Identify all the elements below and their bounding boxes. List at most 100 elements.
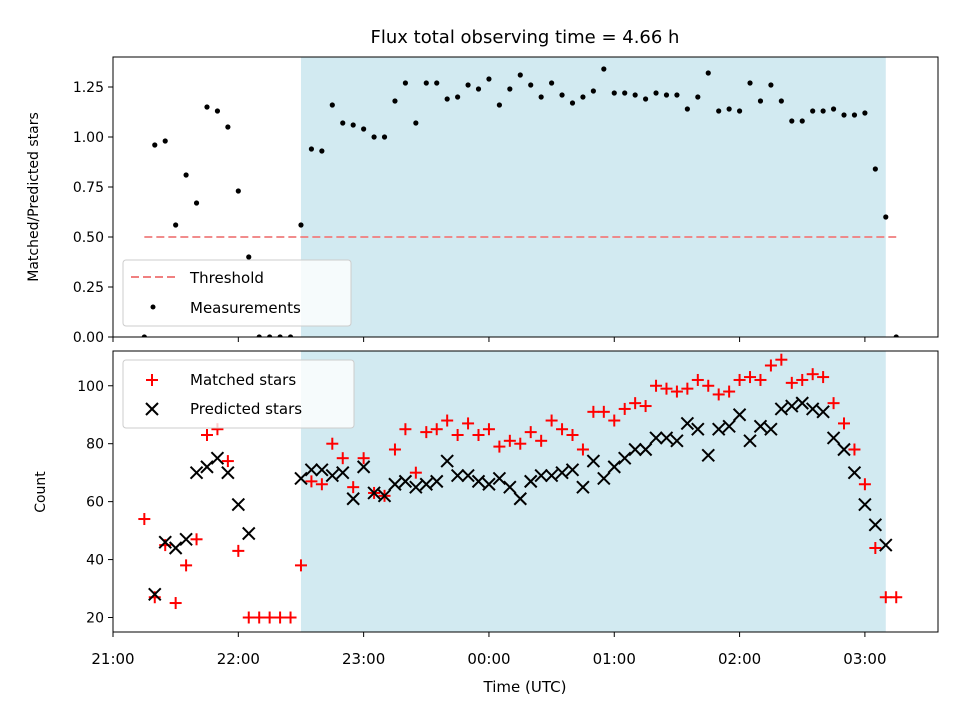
matched-star-point xyxy=(388,443,401,456)
predicted-star-point xyxy=(524,474,538,489)
predicted-star-point xyxy=(774,402,789,416)
measurement-point xyxy=(862,110,868,116)
y-tick-label: 60 xyxy=(86,495,104,511)
measurement-point xyxy=(434,80,440,86)
matched-star-point xyxy=(691,373,704,386)
top-plot-area xyxy=(141,66,899,337)
predicted-star-point xyxy=(638,442,653,457)
top-x-axis xyxy=(112,337,866,342)
top-legend: Threshold Measurements xyxy=(122,259,352,327)
matched-star-point xyxy=(535,434,548,447)
matched-star-point xyxy=(670,385,683,398)
predicted-star-point xyxy=(148,587,162,602)
predicted-star-point xyxy=(785,399,799,413)
matched-star-point xyxy=(556,423,569,436)
top-panel: Flux total observing time = 4.66 h 0.000… xyxy=(26,27,939,346)
predicted-star-point xyxy=(753,419,768,434)
predicted-star-point xyxy=(471,474,486,489)
measurement-point xyxy=(225,124,231,130)
matched-star-point xyxy=(409,466,422,479)
matched-star-point xyxy=(253,611,266,624)
matched-star-point xyxy=(566,429,579,442)
predicted-star-point xyxy=(680,416,695,431)
matched-star-point xyxy=(681,382,694,395)
measurement-point xyxy=(361,126,367,132)
matched-star-point xyxy=(441,414,454,427)
matched-star-point xyxy=(838,417,851,430)
predicted-star-point xyxy=(304,463,319,477)
predicted-star-point xyxy=(315,463,329,477)
predicted-star-point xyxy=(242,526,256,541)
matched-star-point xyxy=(879,591,892,604)
measurement-point xyxy=(820,108,826,114)
matched-star-point xyxy=(514,437,527,450)
measurement-point xyxy=(726,106,732,112)
measurement-point xyxy=(778,98,784,104)
measurement-point xyxy=(851,112,858,118)
threshold-legend-label: Threshold xyxy=(189,269,264,287)
matched-star-point xyxy=(639,400,652,413)
bottom-shaded-span xyxy=(300,351,886,632)
predicted-star-point xyxy=(430,474,444,489)
predicted-star-point xyxy=(795,396,809,410)
predicted-star-point xyxy=(628,442,642,457)
predicted-star-point xyxy=(837,442,851,457)
matched-star-point xyxy=(775,353,788,366)
matched-legend-label: Matched stars xyxy=(190,371,296,389)
matched-star-point xyxy=(232,544,245,557)
predicted-star-point xyxy=(805,402,820,416)
predicted-star-point xyxy=(336,465,350,480)
matched-star-point xyxy=(806,368,819,381)
matched-star-point xyxy=(326,437,339,450)
predicted-star-point xyxy=(618,451,632,465)
predicted-star-point xyxy=(544,468,559,483)
measurement-point xyxy=(528,82,534,88)
measurement-point xyxy=(486,76,492,82)
predicted-star-point xyxy=(879,538,893,552)
matched-star-point xyxy=(890,591,903,604)
matched-star-point xyxy=(764,359,777,372)
measurement-point xyxy=(256,334,262,337)
matched-star-point xyxy=(242,611,255,624)
matched-star-point xyxy=(733,373,746,386)
matched-star-point xyxy=(754,373,767,386)
measurement-point xyxy=(298,222,304,228)
measurement-point xyxy=(214,108,221,114)
measurement-point xyxy=(340,120,346,126)
predicted-star-point xyxy=(398,474,413,489)
predicted-star-point xyxy=(419,477,433,491)
predicted-star-point xyxy=(346,492,360,506)
measurement-point xyxy=(747,80,753,86)
predicted-star-point xyxy=(534,468,548,483)
y-tick-label: 20 xyxy=(86,611,104,627)
measurement-point xyxy=(402,80,409,86)
matched-star-point xyxy=(545,414,558,427)
measurements-legend-label: Measurements xyxy=(190,299,301,317)
bottom-legend: Matched stars Predicted stars xyxy=(122,359,355,429)
x-tick-label: 02:00 xyxy=(718,650,761,668)
matched-star-point xyxy=(608,414,621,427)
predicted-star-point xyxy=(503,480,517,494)
measurement-point xyxy=(204,104,210,110)
predicted-star-point xyxy=(868,518,883,532)
predicted-star-point xyxy=(743,434,757,448)
matched-star-point xyxy=(597,405,610,418)
measurement-point xyxy=(507,86,513,92)
matched-star-point xyxy=(221,455,234,468)
predicted-star-point xyxy=(294,471,308,486)
matched-star-point xyxy=(430,423,443,436)
top-axes-frame xyxy=(112,56,939,338)
predicted-star-point xyxy=(409,480,423,494)
y-tick-label: 40 xyxy=(86,553,104,569)
predicted-star-point xyxy=(847,465,862,480)
measurement-point xyxy=(883,214,889,220)
measurement-point xyxy=(193,200,200,206)
matched-star-point xyxy=(827,397,840,410)
predicted-star-point xyxy=(576,480,590,494)
measurement-point xyxy=(329,102,335,108)
measurement-point xyxy=(455,94,461,100)
predicted-star-point xyxy=(858,497,872,512)
y-tick-label: 80 xyxy=(86,437,104,453)
predicted-star-point xyxy=(367,486,381,500)
